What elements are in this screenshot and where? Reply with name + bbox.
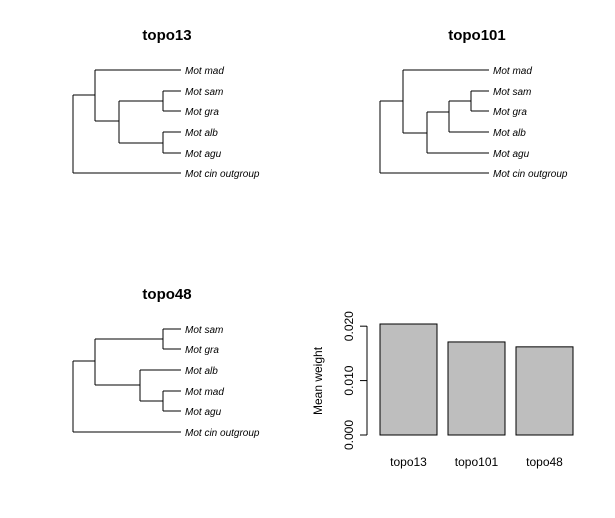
y-axis-label: Mean weight <box>311 346 325 415</box>
tree-title: topo13 <box>142 27 191 44</box>
y-tick-label: 0.010 <box>342 365 356 395</box>
tip-label: Mot agu <box>493 149 530 160</box>
tip-label: Mot cin outgroup <box>185 428 260 439</box>
bars <box>379 323 574 436</box>
tree-edges <box>72 328 181 433</box>
tip-label: Mot gra <box>185 107 219 118</box>
tip-label: Mot cin outgroup <box>493 169 568 180</box>
tip-label: Mot gra <box>185 345 219 356</box>
bar-topo13 <box>379 323 438 436</box>
tree-title: topo48 <box>142 286 191 303</box>
tip-label: Mot sam <box>185 325 223 336</box>
y-tick-label: 0.000 <box>342 420 356 450</box>
bar-chart: 0.000 0.010 0.020 Mean weight topo13 topo10… <box>311 311 574 469</box>
tip-label: Mot alb <box>185 128 218 139</box>
tip-label: Mot mad <box>185 66 224 77</box>
bar-topo48 <box>515 346 574 436</box>
tip-label: Mot mad <box>185 387 224 398</box>
tree-panel-topo101: topo101 Mot mad Mot sam Mot gra Mot alb … <box>379 27 568 180</box>
tip-label: Mot mad <box>493 66 532 77</box>
y-axis: 0.000 0.010 0.020 <box>342 311 368 450</box>
tip-label: Mot alb <box>185 366 218 377</box>
x-tick-label: topo13 <box>390 455 427 469</box>
tree-panel-topo48: topo48 Mot sam Mot gra Mot alb Mot mad M… <box>72 286 260 439</box>
tree-edges <box>379 69 489 174</box>
tip-label: Mot sam <box>493 87 531 98</box>
tip-label: Mot sam <box>185 87 223 98</box>
tree-title: topo101 <box>448 27 506 44</box>
tree-panel-topo13: topo13 Mot mad Mot sam Mot gra Mot alb M… <box>72 27 260 180</box>
tip-label: Mot gra <box>493 107 527 118</box>
tip-label: Mot cin outgroup <box>185 169 260 180</box>
tip-label: Mot agu <box>185 149 222 160</box>
x-tick-label: topo101 <box>455 455 499 469</box>
tip-label: Mot agu <box>185 407 222 418</box>
bar-topo101 <box>447 341 506 436</box>
category-labels: topo13 topo101 topo48 <box>390 455 563 469</box>
tip-label: Mot alb <box>493 128 526 139</box>
x-tick-label: topo48 <box>526 455 563 469</box>
y-tick-label: 0.020 <box>342 311 356 341</box>
tree-edges <box>72 69 181 174</box>
